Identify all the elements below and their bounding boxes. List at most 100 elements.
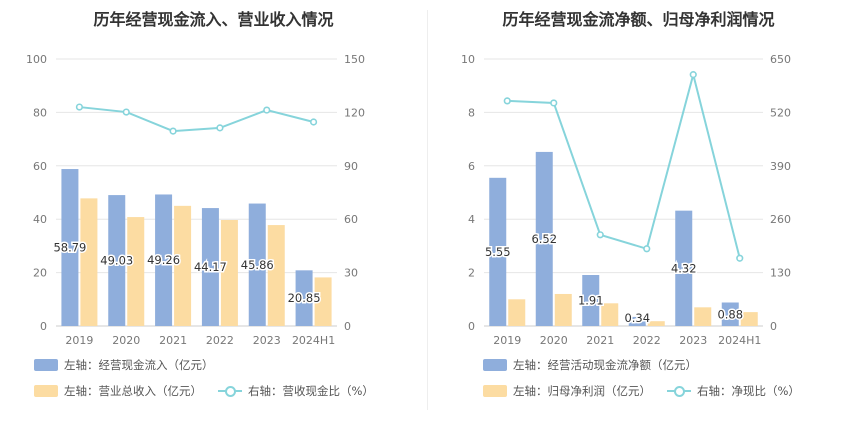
ratio-line bbox=[507, 70, 741, 259]
y-right-tick-label: 650 bbox=[770, 53, 791, 66]
x-tick-label: 2019 bbox=[493, 334, 521, 347]
legend-swatch-blue bbox=[34, 359, 58, 371]
legend-row-2: 左轴：归母净利润（亿元） 右轴：净现比（%） bbox=[483, 383, 816, 399]
bar-secondary bbox=[127, 217, 145, 326]
legend-item-ratio[interactable]: 右轴：净现比（%） bbox=[667, 383, 800, 399]
bar-primary bbox=[248, 203, 266, 326]
bar-primary bbox=[155, 194, 173, 326]
ratio-point bbox=[75, 103, 84, 111]
x-tick-label: 2023 bbox=[253, 334, 281, 347]
ratio-point bbox=[216, 124, 224, 132]
bar-data-label: 0.88 bbox=[717, 308, 743, 322]
y-right-tick-label: 90 bbox=[344, 160, 358, 173]
legend-label: 右轴：营收现金比（%） bbox=[248, 384, 374, 398]
legend-item-cash-inflow[interactable]: 左轴：经营现金流入（亿元） bbox=[34, 357, 214, 373]
bar-secondary bbox=[220, 220, 238, 326]
legend-item-net-profit[interactable]: 左轴：归母净利润（亿元） bbox=[483, 383, 651, 399]
bar-secondary bbox=[80, 198, 98, 326]
bar-primary bbox=[108, 195, 126, 326]
bar-data-label: 5.55 bbox=[485, 245, 511, 259]
chart-svg-left: 0 20 40 60 80 100 0 30 60 90 120 150 2019 2020 2021 202… bbox=[26, 53, 365, 347]
y-right-tick-label: 130 bbox=[770, 267, 791, 280]
y-left-tick-label: 0 bbox=[40, 320, 47, 333]
ratio-point bbox=[550, 99, 558, 107]
y-left-tick-label: 10 bbox=[461, 53, 475, 66]
y-left-tick-label: 20 bbox=[33, 267, 47, 280]
legend-row-2: 左轴：营业总收入（亿元） 右轴：营收现金比（%） bbox=[34, 383, 390, 399]
bar-data-label: 44.17 bbox=[194, 260, 227, 274]
bar-primary bbox=[201, 208, 219, 326]
x-tick-label: 2024H1 bbox=[718, 334, 761, 347]
x-tick-label: 2022 bbox=[633, 334, 661, 347]
x-tick-label: 2021 bbox=[586, 334, 614, 347]
bar-primary bbox=[675, 210, 693, 326]
y-left-tick-label: 80 bbox=[33, 106, 47, 119]
y-left-tick-label: 60 bbox=[33, 160, 47, 173]
y-left-tick-label: 2 bbox=[468, 267, 475, 280]
bar-secondary bbox=[174, 205, 192, 326]
ratio-point bbox=[263, 106, 271, 114]
bar-secondary bbox=[554, 293, 572, 326]
legend-item-ratio[interactable]: 右轴：营收现金比（%） bbox=[218, 383, 374, 399]
y-left-tick-label: 6 bbox=[468, 160, 475, 173]
x-tick-label: 2023 bbox=[679, 334, 707, 347]
bar-data-label: 20.85 bbox=[288, 291, 321, 305]
y-right-tick-label: 260 bbox=[770, 213, 791, 226]
legend-row-1: 左轴：经营活动现金流净额（亿元） bbox=[483, 357, 713, 373]
legend-swatch-orange bbox=[483, 385, 507, 397]
bar-secondary bbox=[601, 303, 619, 326]
chart-title: 历年经营现金流入、营业收入情况 bbox=[93, 10, 334, 29]
bar-primary bbox=[628, 316, 646, 326]
chart-panel-left: 历年经营现金流入、营业收入情况 0 20 40 60 80 100 0 30 60 90 120 15… bbox=[26, 10, 390, 399]
bar-data-label: 6.52 bbox=[531, 232, 557, 246]
legend-swatch-orange bbox=[34, 385, 58, 397]
x-tick-label: 2019 bbox=[65, 334, 93, 347]
legend-item-revenue[interactable]: 左轴：营业总收入（亿元） bbox=[34, 383, 202, 399]
x-tick-label: 2021 bbox=[159, 334, 187, 347]
y-right-tick-label: 120 bbox=[344, 106, 365, 119]
y-left-tick-label: 100 bbox=[26, 53, 47, 66]
legend-label: 左轴：经营现金流入（亿元） bbox=[64, 358, 214, 372]
legend-swatch-line bbox=[667, 385, 691, 397]
y-left-tick-label: 8 bbox=[468, 106, 475, 119]
ratio-line bbox=[79, 106, 314, 133]
ratio-point bbox=[643, 245, 651, 253]
y-right-tick-label: 390 bbox=[770, 160, 791, 173]
bar-secondary bbox=[267, 225, 285, 326]
bar-secondary bbox=[508, 299, 526, 326]
chart-panel-right: 历年经营现金流净额、归母净利润情况 0 2 4 6 8 10 0 130 260 390 520 65… bbox=[427, 0, 850, 437]
ratio-point bbox=[169, 127, 177, 135]
y-right-tick-label: 150 bbox=[344, 53, 365, 66]
legend-swatch-blue bbox=[483, 359, 507, 371]
bar-data-label: 49.26 bbox=[147, 253, 180, 267]
legend-swatch-line bbox=[218, 385, 242, 397]
bar-data-label: 49.03 bbox=[100, 254, 133, 268]
bar-primary bbox=[535, 151, 553, 326]
bar-primary bbox=[489, 177, 507, 326]
ratio-point bbox=[122, 108, 130, 116]
legend-label: 左轴：营业总收入（亿元） bbox=[64, 384, 202, 398]
y-left-tick-label: 40 bbox=[33, 213, 47, 226]
y-right-tick-label: 520 bbox=[770, 106, 791, 119]
bar-data-label: 1.91 bbox=[578, 294, 604, 308]
chart-svg-right: 0 2 4 6 8 10 0 130 260 390 520 650 2019 2020 2021 2022 2… bbox=[461, 53, 791, 347]
ratio-point bbox=[309, 118, 318, 126]
bar-data-label: 45.86 bbox=[241, 258, 274, 272]
y-right-tick-label: 0 bbox=[344, 320, 351, 333]
bar-primary bbox=[295, 270, 313, 326]
bar-secondary bbox=[314, 277, 332, 326]
y-right-tick-label: 0 bbox=[770, 320, 777, 333]
x-tick-label: 2020 bbox=[540, 334, 568, 347]
legend-label: 左轴：经营活动现金流净额（亿元） bbox=[513, 358, 697, 372]
chart-title: 历年经营现金流净额、归母净利润情况 bbox=[502, 10, 775, 29]
legend-item-net-cash[interactable]: 左轴：经营活动现金流净额（亿元） bbox=[483, 357, 697, 373]
ratio-point bbox=[689, 71, 697, 79]
bar-primary bbox=[721, 302, 739, 326]
ratio-point bbox=[596, 231, 604, 239]
bar-secondary bbox=[694, 307, 712, 326]
panel-divider bbox=[427, 10, 428, 410]
x-tick-label: 2022 bbox=[206, 334, 234, 347]
x-tick-label: 2024H1 bbox=[292, 334, 335, 347]
x-tick-label: 2020 bbox=[112, 334, 140, 347]
legend-label: 右轴：净现比（%） bbox=[697, 384, 800, 398]
